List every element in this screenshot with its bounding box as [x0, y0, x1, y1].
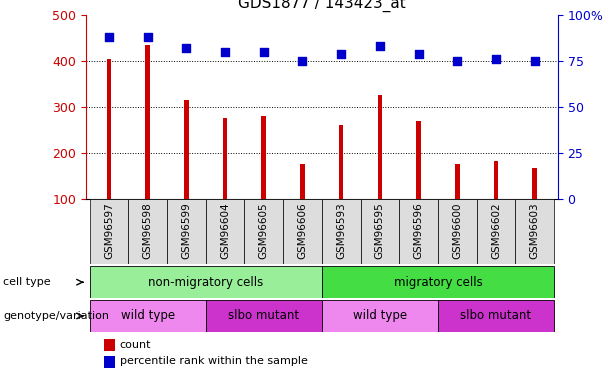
Point: [414, 51, 424, 57]
FancyBboxPatch shape: [322, 300, 438, 332]
Text: GSM96602: GSM96602: [491, 202, 501, 259]
FancyBboxPatch shape: [438, 199, 476, 264]
Text: genotype/variation: genotype/variation: [3, 311, 109, 321]
Text: GSM96606: GSM96606: [297, 202, 308, 259]
Point: [220, 49, 230, 55]
Text: GSM96600: GSM96600: [452, 202, 462, 258]
Text: GSM96593: GSM96593: [336, 202, 346, 259]
FancyBboxPatch shape: [89, 300, 206, 332]
Point: [181, 45, 191, 51]
Bar: [493, 161, 498, 199]
Bar: [107, 58, 112, 199]
Point: [337, 51, 346, 57]
FancyBboxPatch shape: [438, 300, 554, 332]
FancyBboxPatch shape: [322, 199, 360, 264]
Text: cell type: cell type: [3, 277, 51, 287]
Bar: [184, 100, 189, 199]
FancyBboxPatch shape: [516, 199, 554, 264]
Title: GDS1877 / 143423_at: GDS1877 / 143423_at: [238, 0, 406, 12]
FancyBboxPatch shape: [283, 199, 322, 264]
Point: [104, 34, 114, 40]
Text: GSM96599: GSM96599: [181, 202, 191, 259]
Text: GSM96595: GSM96595: [375, 202, 385, 259]
Bar: [300, 164, 305, 199]
FancyBboxPatch shape: [167, 199, 206, 264]
Text: non-migratory cells: non-migratory cells: [148, 276, 264, 289]
Point: [491, 56, 501, 62]
FancyBboxPatch shape: [399, 199, 438, 264]
Text: GSM96597: GSM96597: [104, 202, 114, 259]
FancyBboxPatch shape: [89, 199, 128, 264]
Text: count: count: [120, 340, 151, 350]
Text: GSM96604: GSM96604: [220, 202, 230, 259]
Point: [143, 34, 153, 40]
Bar: [532, 168, 537, 199]
Bar: [378, 95, 382, 199]
Bar: [262, 116, 266, 199]
Text: GSM96605: GSM96605: [259, 202, 268, 259]
Point: [297, 58, 307, 64]
Point: [259, 49, 268, 55]
Point: [375, 43, 385, 49]
FancyBboxPatch shape: [206, 199, 245, 264]
Point: [530, 58, 539, 64]
Text: slbo mutant: slbo mutant: [460, 309, 531, 322]
Text: GSM96598: GSM96598: [143, 202, 153, 259]
Point: [452, 58, 462, 64]
FancyBboxPatch shape: [322, 266, 554, 298]
Text: wild type: wild type: [353, 309, 407, 322]
Bar: [416, 121, 421, 199]
FancyBboxPatch shape: [245, 199, 283, 264]
Text: percentile rank within the sample: percentile rank within the sample: [120, 357, 307, 366]
Bar: [223, 118, 227, 199]
FancyBboxPatch shape: [476, 199, 516, 264]
FancyBboxPatch shape: [89, 266, 322, 298]
Text: GSM96596: GSM96596: [414, 202, 424, 259]
Bar: [145, 45, 150, 199]
FancyBboxPatch shape: [128, 199, 167, 264]
FancyBboxPatch shape: [360, 199, 399, 264]
Bar: [455, 164, 460, 199]
Bar: [339, 125, 343, 199]
Text: GSM96603: GSM96603: [530, 202, 539, 259]
Text: migratory cells: migratory cells: [394, 276, 482, 289]
FancyBboxPatch shape: [206, 300, 322, 332]
Text: slbo mutant: slbo mutant: [228, 309, 299, 322]
Text: wild type: wild type: [121, 309, 175, 322]
